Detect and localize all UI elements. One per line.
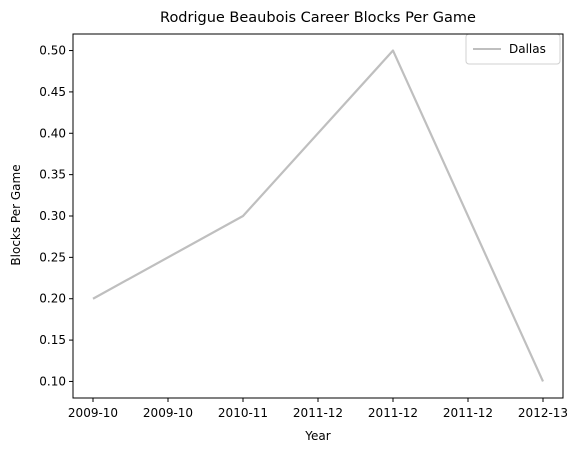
x-tick-label: 2011-12 xyxy=(443,406,493,420)
x-tick-label: 2009-10 xyxy=(68,406,118,420)
y-tick-label: 0.35 xyxy=(39,168,66,182)
y-tick-label: 0.15 xyxy=(39,333,66,347)
y-tick-label: 0.25 xyxy=(39,250,66,264)
legend-label: Dallas xyxy=(509,42,546,56)
x-tick-label: 2012-13 xyxy=(518,406,568,420)
x-tick-label: 2011-12 xyxy=(368,406,418,420)
legend: Dallas xyxy=(465,33,561,65)
y-axis-label: Blocks Per Game xyxy=(9,164,23,265)
y-tick-label: 0.40 xyxy=(39,126,66,140)
series-group xyxy=(92,49,545,382)
y-tick-label: 0.30 xyxy=(39,209,66,223)
series-line-dallas xyxy=(92,49,545,382)
y-tick-label: 0.10 xyxy=(39,374,66,388)
y-tick-label: 0.45 xyxy=(39,85,66,99)
x-tick-label: 2011-12 xyxy=(293,406,343,420)
x-tick-label: 2009-10 xyxy=(143,406,193,420)
chart-title: Rodrigue Beaubois Career Blocks Per Game xyxy=(160,10,476,26)
plot-frame xyxy=(72,33,564,399)
y-tick-label: 0.50 xyxy=(39,44,66,58)
x-axis: 2009-10 2009-10 2010-11 2011-12 2011-12 2011-… xyxy=(68,398,568,420)
x-tick-label: 2010-11 xyxy=(218,406,268,420)
y-axis: 0.10 0.15 0.20 0.25 0.30 0.35 0.40 0.45 0.50 xyxy=(39,44,73,388)
y-tick-label: 0.20 xyxy=(39,292,66,306)
x-axis-label: Year xyxy=(304,429,330,443)
